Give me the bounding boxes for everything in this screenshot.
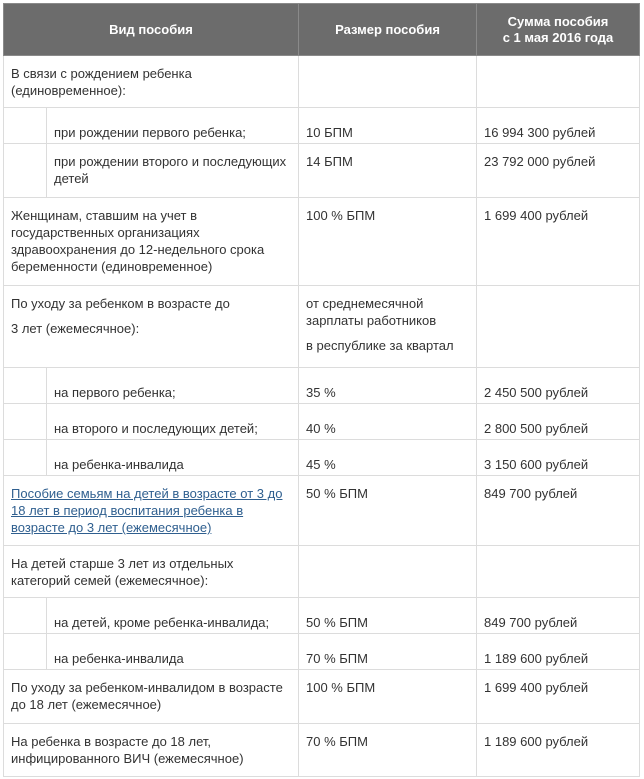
row: на второго и последующих детей; 40 % 2 800… [3,403,640,440]
cell: при рождении второго и последующих детей [3,143,299,198]
header-cell: Сумма пособия с 1 мая 2016 года [476,3,640,56]
paragraph: По уходу за ребенком в возрасте до [11,296,230,311]
paragraph: от среднемесячной зарплаты работников [306,296,437,328]
cell: 16 994 300 рублей [476,107,640,144]
cell [476,545,640,598]
cell: 849 700 рублей [476,475,640,546]
cell: 100 % БПМ [298,669,477,724]
row: По уходу за ребенком-инвалидом в возраст… [3,669,640,724]
cell: Пособие семьям на детей в возрасте от 3 … [3,475,299,546]
cell [298,545,477,598]
row: при рождении второго и последующих детей… [3,143,640,198]
cell: 70 % БПМ [298,723,477,777]
cell: 2 800 500 рублей [476,403,640,440]
row: По уходу за ребенком в возрасте до 3 лет … [3,285,640,368]
cell: 10 БПМ [298,107,477,144]
row: на ребенка-инвалида 70 % БПМ 1 189 600 руб… [3,633,640,670]
cell: от среднемесячной зарплаты работников в р… [298,285,477,368]
cell: 45 % [298,439,477,476]
cell: 2 450 500 рублей [476,367,640,404]
cell: По уходу за ребенком-инвалидом в возраст… [3,669,299,724]
cell: 3 150 600 рублей [476,439,640,476]
cell: На детей старше 3 лет из отдельных катег… [3,545,299,598]
cell: на второго и последующих детей; [3,403,299,440]
header-row: Вид пособия Размер пособия Сумма пособия… [3,3,640,56]
row: на детей, кроме ребенка-инвалида; 50 % БП… [3,597,640,634]
cell: 1 189 600 рублей [476,633,640,670]
row: на первого ребенка; 35 % 2 450 500 рублей [3,367,640,404]
cell: 1 699 400 рублей [476,669,640,724]
cell: В связи с рождением ребенка (единовремен… [3,55,299,108]
cell [298,55,477,108]
cell: на детей, кроме ребенка-инвалида; [3,597,299,634]
cell: На ребенка в возрасте до 18 лет, инфицир… [3,723,299,777]
row: На детей старше 3 лет из отдельных катег… [3,545,640,598]
cell: 40 % [298,403,477,440]
header-line: Сумма пособия [507,13,609,29]
cell: 50 % БПМ [298,475,477,546]
cell: на первого ребенка; [3,367,299,404]
row: На ребенка в возрасте до 18 лет, инфицир… [3,723,640,777]
cell [476,285,640,368]
paragraph: в республике за квартал [306,338,454,353]
row: при рождении первого ребенка; 10 БПМ 16 99… [3,107,640,144]
cell: 70 % БПМ [298,633,477,670]
cell: 23 792 000 рублей [476,143,640,198]
cell: на ребенка-инвалида [3,439,299,476]
row: Женщинам, ставшим на учет в государствен… [3,197,640,286]
cell: 1 189 600 рублей [476,723,640,777]
header-cell: Вид пособия [3,3,299,56]
link[interactable]: Пособие семьям на детей в возрасте от 3 … [11,486,283,535]
cell: 35 % [298,367,477,404]
cell: 1 699 400 рублей [476,197,640,286]
row: В связи с рождением ребенка (единовремен… [3,55,640,108]
paragraph: 3 лет (ежемесячное): [11,321,140,336]
benefits-table: Вид пособия Размер пособия Сумма пособия… [3,3,640,777]
cell: на ребенка-инвалида [3,633,299,670]
cell: Женщинам, ставшим на учет в государствен… [3,197,299,286]
cell [476,55,640,108]
header-line: с 1 мая 2016 года [502,29,614,45]
cell: 14 БПМ [298,143,477,198]
row: Пособие семьям на детей в возрасте от 3 … [3,475,640,546]
cell: 50 % БПМ [298,597,477,634]
cell: 100 % БПМ [298,197,477,286]
header-cell: Размер пособия [298,3,477,56]
row: на ребенка-инвалида 45 % 3 150 600 рублей [3,439,640,476]
cell: По уходу за ребенком в возрасте до 3 лет … [3,285,299,368]
cell: при рождении первого ребенка; [3,107,299,144]
cell: 849 700 рублей [476,597,640,634]
